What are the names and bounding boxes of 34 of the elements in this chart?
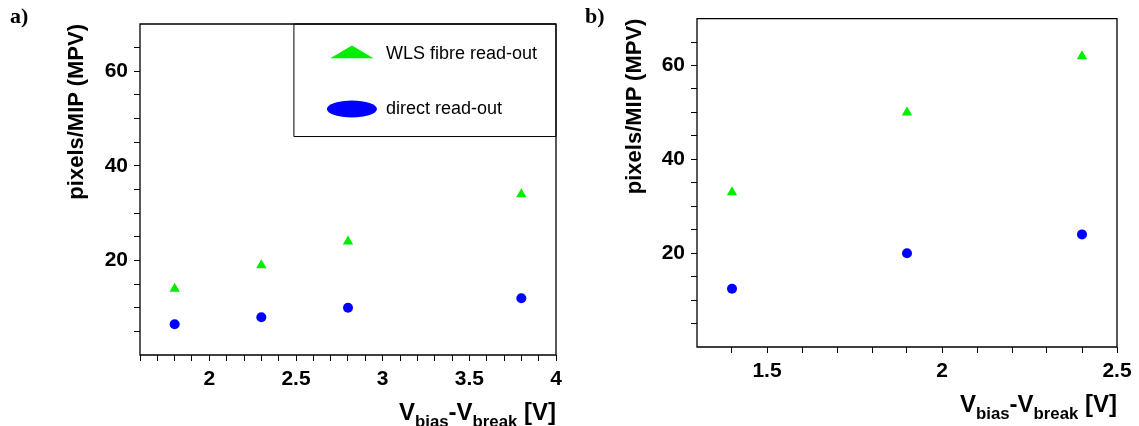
x-tick-label: 2.5 xyxy=(1102,358,1132,382)
point xyxy=(727,283,737,294)
point xyxy=(902,248,912,259)
text: b) xyxy=(585,2,605,28)
x-tick-label: 2.5 xyxy=(281,366,311,390)
legend-label: WLS fibre read-out xyxy=(385,42,537,63)
point xyxy=(516,293,527,304)
legend-label: direct read-out xyxy=(385,97,502,118)
text: a) xyxy=(10,2,29,28)
y-tick-label: 20 xyxy=(661,239,685,263)
point xyxy=(516,188,527,198)
x-tick-label: 2 xyxy=(203,366,216,390)
point xyxy=(343,302,353,313)
y-axis-title: pixels/MIP (MPV) xyxy=(621,18,647,195)
point xyxy=(169,282,180,292)
x-tick-label: 4 xyxy=(550,366,563,390)
point xyxy=(169,319,180,330)
point xyxy=(256,312,267,323)
y-axis-title: pixels/MIP (MPV) xyxy=(63,24,89,200)
y-tick-label: 60 xyxy=(661,52,685,76)
x-tick-label: 3.5 xyxy=(454,366,485,390)
y-tick-label: 40 xyxy=(104,152,128,176)
y-tick-label: 20 xyxy=(104,247,128,271)
point xyxy=(1077,229,1087,240)
y-tick-label: 40 xyxy=(661,146,685,170)
point xyxy=(256,259,267,269)
x-tick-label: 2 xyxy=(936,358,948,382)
point xyxy=(901,106,913,116)
point xyxy=(726,186,738,196)
point xyxy=(342,235,354,245)
point xyxy=(1076,50,1088,60)
x-tick-label: 3 xyxy=(376,366,389,390)
x-tick-label: 1.5 xyxy=(752,358,782,382)
y-tick-label: 60 xyxy=(104,58,128,82)
